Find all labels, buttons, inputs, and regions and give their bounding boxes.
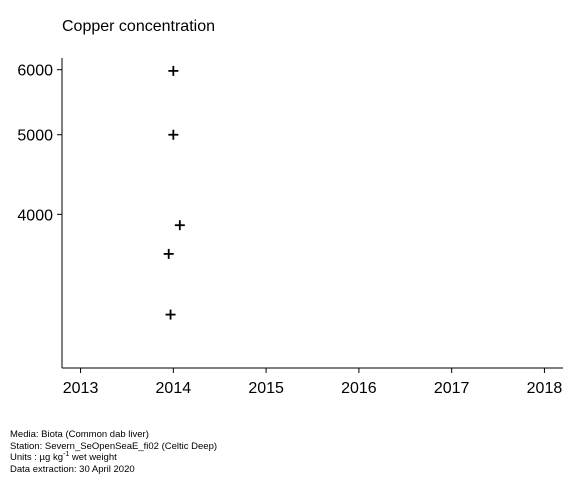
footer-extraction: Data extraction: 30 April 2020 xyxy=(10,463,135,475)
footer-station: Station: Severn_SeOpenSeaE_fi02 (Celtic … xyxy=(10,440,218,452)
y-tick-label: 4000 xyxy=(17,207,53,224)
data-points xyxy=(163,65,185,320)
chart-title: Copper concentration xyxy=(62,18,215,35)
x-tick-label: 2013 xyxy=(63,380,99,397)
footer-units-exponent: -1 xyxy=(63,450,70,458)
footer-notes: Media: Biota (Common dab liver) Station:… xyxy=(10,429,217,475)
data-point xyxy=(165,309,176,320)
y-tick-label: 5000 xyxy=(17,128,53,145)
data-point xyxy=(163,248,174,259)
x-tick-label: 2015 xyxy=(248,380,284,397)
x-tick-label: 2018 xyxy=(527,380,563,397)
data-point xyxy=(168,129,179,140)
footer-units-prefix: Units : µg kg xyxy=(10,452,63,463)
x-tick-label: 2017 xyxy=(434,380,470,397)
y-tick-label: 6000 xyxy=(17,63,53,80)
footer-units: Units : µg kg-1 wet weight xyxy=(10,450,217,464)
data-point xyxy=(174,220,185,231)
footer-media: Media: Biota (Common dab liver) xyxy=(10,429,149,440)
x-tick-label: 2014 xyxy=(156,380,192,397)
y-ticks: 4000 5000 6000 xyxy=(17,63,62,224)
footer-units-suffix: wet weight xyxy=(69,452,117,463)
data-point xyxy=(168,65,179,76)
x-tick-label: 2016 xyxy=(341,380,377,397)
x-ticks: 2013 2014 2015 2016 2017 2018 xyxy=(63,368,563,397)
